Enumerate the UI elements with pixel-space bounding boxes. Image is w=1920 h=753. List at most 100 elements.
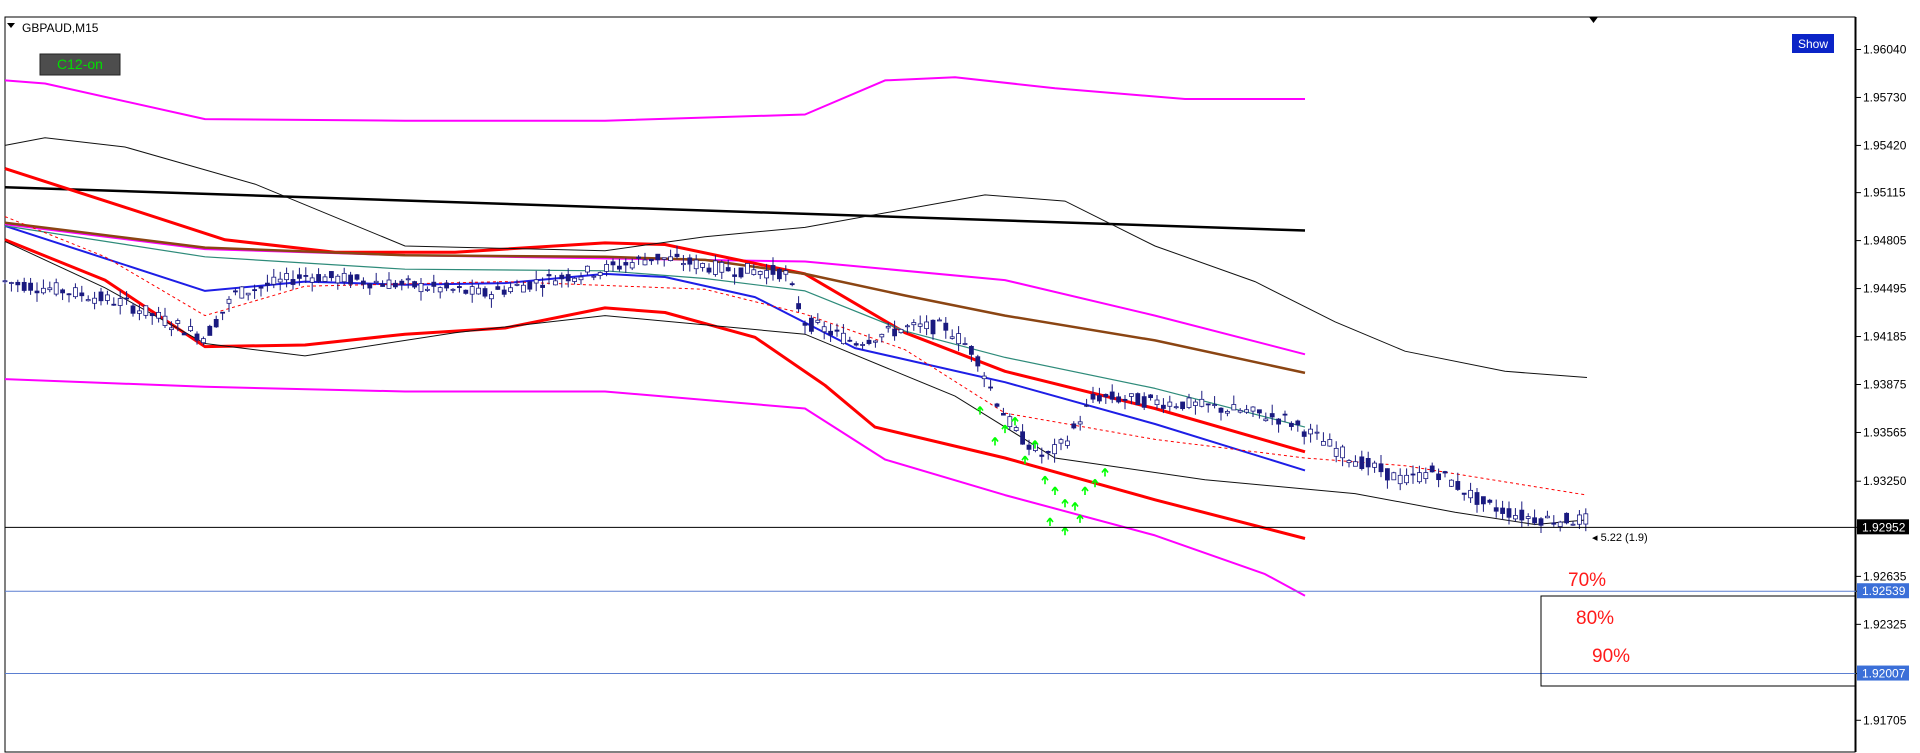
candle-body bbox=[1372, 462, 1377, 468]
indicator-badge[interactable] bbox=[39, 53, 121, 76]
candle-body bbox=[1333, 447, 1339, 457]
candle-body bbox=[226, 298, 232, 304]
candle-body bbox=[316, 274, 322, 282]
buy-arrow-icon bbox=[1081, 486, 1089, 496]
candle-body bbox=[1001, 412, 1006, 416]
price-tag-label: 1.92539 bbox=[1862, 584, 1906, 598]
candle-body bbox=[405, 278, 411, 281]
candle-body bbox=[290, 279, 296, 285]
candle-body bbox=[495, 286, 501, 290]
candle-body bbox=[476, 287, 482, 295]
axis-label: 1.95730 bbox=[1863, 90, 1907, 104]
candle-body bbox=[604, 264, 609, 272]
candle-body bbox=[1353, 461, 1358, 467]
series-line bbox=[4, 225, 1306, 428]
candle-body bbox=[34, 290, 40, 294]
candle-body bbox=[373, 280, 379, 284]
candle-body bbox=[501, 289, 507, 295]
axis-label: 1.93250 bbox=[1863, 474, 1907, 488]
symbol-title: GBPAUD,M15 bbox=[22, 21, 99, 35]
candle-body bbox=[1423, 472, 1429, 480]
candle-body bbox=[1570, 523, 1576, 526]
candle-body bbox=[360, 280, 366, 285]
candle-body bbox=[1052, 444, 1057, 455]
candle-body bbox=[1077, 421, 1083, 425]
candle-body bbox=[578, 276, 584, 281]
candle-body bbox=[1404, 474, 1409, 484]
candle-body bbox=[252, 289, 258, 292]
candle-body bbox=[482, 288, 488, 297]
candle-body bbox=[412, 281, 418, 288]
buy-arrow-icon bbox=[1011, 416, 1019, 426]
candle-body bbox=[73, 287, 78, 298]
candle-body bbox=[1231, 404, 1237, 411]
price-note: ◂ 5.22 (1.9) bbox=[1592, 532, 1648, 544]
candle-body bbox=[873, 340, 878, 343]
series-line bbox=[4, 224, 1306, 472]
price-tag bbox=[1857, 583, 1909, 599]
dashed-red-line bbox=[4, 216, 1588, 496]
candle-body bbox=[418, 283, 424, 293]
collapse-triangle-icon[interactable] bbox=[7, 23, 15, 28]
candle-body bbox=[2, 280, 8, 283]
buy-arrow-icon bbox=[1041, 475, 1049, 485]
candle-body bbox=[834, 329, 840, 332]
candle-body bbox=[1532, 517, 1537, 524]
candle-body bbox=[1039, 454, 1045, 457]
candle-body bbox=[1577, 514, 1582, 525]
candle-body bbox=[892, 328, 897, 337]
candle-body bbox=[1340, 446, 1345, 459]
candle-body bbox=[1327, 439, 1333, 447]
candle-body bbox=[424, 288, 430, 291]
candle-body bbox=[149, 313, 155, 317]
show-button-label[interactable]: Show bbox=[1798, 37, 1828, 51]
candle-body bbox=[1244, 409, 1249, 413]
buy-arrow-icon bbox=[1061, 526, 1069, 536]
candle-body bbox=[444, 282, 450, 289]
candle-body bbox=[1346, 460, 1352, 464]
candle-body bbox=[693, 259, 699, 270]
candle-body bbox=[508, 287, 514, 293]
axis-label: 1.96040 bbox=[1863, 42, 1907, 56]
candle-body bbox=[751, 269, 757, 275]
axis-label: 1.92635 bbox=[1863, 569, 1907, 583]
candle-body bbox=[719, 262, 725, 273]
candle-body bbox=[15, 281, 21, 286]
candle-body bbox=[181, 332, 187, 336]
candle-body bbox=[937, 319, 942, 322]
candle-body bbox=[21, 281, 27, 291]
candle-body bbox=[8, 282, 14, 284]
candle-body bbox=[623, 262, 629, 266]
candle-body bbox=[585, 265, 590, 273]
candle-body bbox=[1020, 431, 1025, 445]
axis-label: 1.95420 bbox=[1863, 138, 1907, 152]
shift-marker-icon bbox=[1589, 17, 1598, 23]
candle-body bbox=[1410, 473, 1416, 476]
candle-body bbox=[1378, 463, 1384, 473]
candle-body bbox=[1481, 496, 1486, 505]
candle-body bbox=[1417, 472, 1422, 483]
candle-body bbox=[380, 283, 386, 287]
candle-body bbox=[975, 356, 981, 367]
candle-body bbox=[1513, 515, 1518, 520]
candle-body bbox=[1013, 427, 1019, 431]
candle-body bbox=[488, 294, 494, 300]
show-button[interactable] bbox=[1792, 34, 1834, 53]
candle-body bbox=[392, 282, 398, 288]
candle-body bbox=[341, 272, 347, 283]
candle-body bbox=[866, 339, 872, 344]
candle-body bbox=[284, 273, 290, 281]
candle-body bbox=[264, 282, 270, 286]
candle-body bbox=[988, 386, 993, 389]
buy-arrow-icon bbox=[1021, 455, 1029, 465]
candle-body bbox=[1308, 428, 1313, 435]
candle-body bbox=[1545, 515, 1550, 519]
candle-body bbox=[770, 265, 776, 275]
buy-arrow-icon bbox=[1076, 514, 1084, 523]
series-line bbox=[4, 185, 1306, 232]
candle-body bbox=[1468, 489, 1473, 499]
level-lines bbox=[5, 526, 1856, 675]
candle-body bbox=[1205, 403, 1211, 406]
